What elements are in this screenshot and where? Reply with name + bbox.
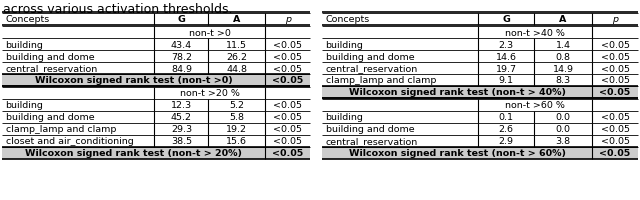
Text: Concepts: Concepts [6,15,50,24]
Text: across various activation thresholds.: across various activation thresholds. [3,3,232,16]
Text: 0.0: 0.0 [556,125,570,134]
Text: <0.05: <0.05 [273,52,302,61]
Text: non-t >60 %: non-t >60 % [506,101,565,110]
Text: <0.05: <0.05 [600,137,630,146]
Text: 78.2: 78.2 [171,52,192,61]
Text: G: G [177,15,186,24]
Text: 44.8: 44.8 [227,64,247,73]
Text: 0.0: 0.0 [556,113,570,122]
Text: <0.05: <0.05 [600,40,630,49]
Text: Concepts: Concepts [326,15,370,24]
Text: <0.05: <0.05 [273,125,302,134]
Text: A: A [233,15,241,24]
Text: non-t >40 %: non-t >40 % [506,28,565,37]
Text: <0.05: <0.05 [600,76,630,85]
Text: 26.2: 26.2 [227,52,247,61]
Text: 29.3: 29.3 [171,125,192,134]
Text: 19.2: 19.2 [227,125,247,134]
Text: Wilcoxon signed rank test (non-t > 40%): Wilcoxon signed rank test (non-t > 40%) [349,88,566,97]
Text: building and dome: building and dome [326,125,414,134]
Text: 15.6: 15.6 [227,137,247,146]
Text: 0.1: 0.1 [499,113,513,122]
Text: <0.05: <0.05 [273,101,302,110]
Text: central_reservation: central_reservation [6,64,98,73]
Bar [2,75,310,87]
Text: central_reservation: central_reservation [326,64,418,73]
Text: 1.4: 1.4 [556,40,570,49]
Text: 11.5: 11.5 [227,40,247,49]
Text: <0.05: <0.05 [272,76,303,85]
Text: <0.05: <0.05 [273,113,302,122]
Text: building: building [326,40,364,49]
Text: <0.05: <0.05 [273,64,302,73]
Text: <0.05: <0.05 [600,113,630,122]
Text: <0.05: <0.05 [600,64,630,73]
Bar [322,147,638,159]
Text: 12.3: 12.3 [171,101,192,110]
Text: <0.05: <0.05 [272,149,303,158]
Text: <0.05: <0.05 [600,88,630,97]
Text: 5.8: 5.8 [229,113,244,122]
Text: 9.1: 9.1 [499,76,513,85]
Text: building: building [326,113,364,122]
Text: 8.3: 8.3 [556,76,570,85]
Text: clamp_lamp and clamp: clamp_lamp and clamp [6,125,116,134]
Text: p: p [612,15,618,24]
Text: Wilcoxon signed rank test (non-t > 60%): Wilcoxon signed rank test (non-t > 60%) [349,149,566,158]
Text: 0.8: 0.8 [556,52,570,61]
Text: 19.7: 19.7 [495,64,516,73]
Text: 2.6: 2.6 [499,125,513,134]
Text: <0.05: <0.05 [600,52,630,61]
Text: 5.2: 5.2 [229,101,244,110]
Text: closet and air_conditioning: closet and air_conditioning [6,137,133,146]
Bar [2,147,310,159]
Text: Wilcoxon signed rank test (non-t >0): Wilcoxon signed rank test (non-t >0) [35,76,232,85]
Text: building: building [6,101,44,110]
Text: <0.05: <0.05 [600,149,630,158]
Text: central_reservation: central_reservation [326,137,418,146]
Text: 2.3: 2.3 [499,40,514,49]
Bar [322,87,638,99]
Text: G: G [502,15,510,24]
Text: non-t >0: non-t >0 [189,28,231,37]
Text: Wilcoxon signed rank test (non-t > 20%): Wilcoxon signed rank test (non-t > 20%) [25,149,242,158]
Text: building and dome: building and dome [6,113,94,122]
Text: 14.9: 14.9 [552,64,573,73]
Text: p: p [285,15,291,24]
Text: A: A [559,15,566,24]
Text: building and dome: building and dome [326,52,414,61]
Text: <0.05: <0.05 [273,137,302,146]
Text: 84.9: 84.9 [171,64,192,73]
Text: 3.8: 3.8 [556,137,570,146]
Text: 14.6: 14.6 [495,52,516,61]
Text: non-t >20 %: non-t >20 % [180,89,240,98]
Text: 2.9: 2.9 [499,137,513,146]
Text: 38.5: 38.5 [171,137,192,146]
Text: 43.4: 43.4 [171,40,192,49]
Text: building and dome: building and dome [6,52,94,61]
Text: building: building [6,40,44,49]
Text: 45.2: 45.2 [171,113,192,122]
Text: <0.05: <0.05 [273,40,302,49]
Text: clamp_lamp and clamp: clamp_lamp and clamp [326,76,436,85]
Text: <0.05: <0.05 [600,125,630,134]
